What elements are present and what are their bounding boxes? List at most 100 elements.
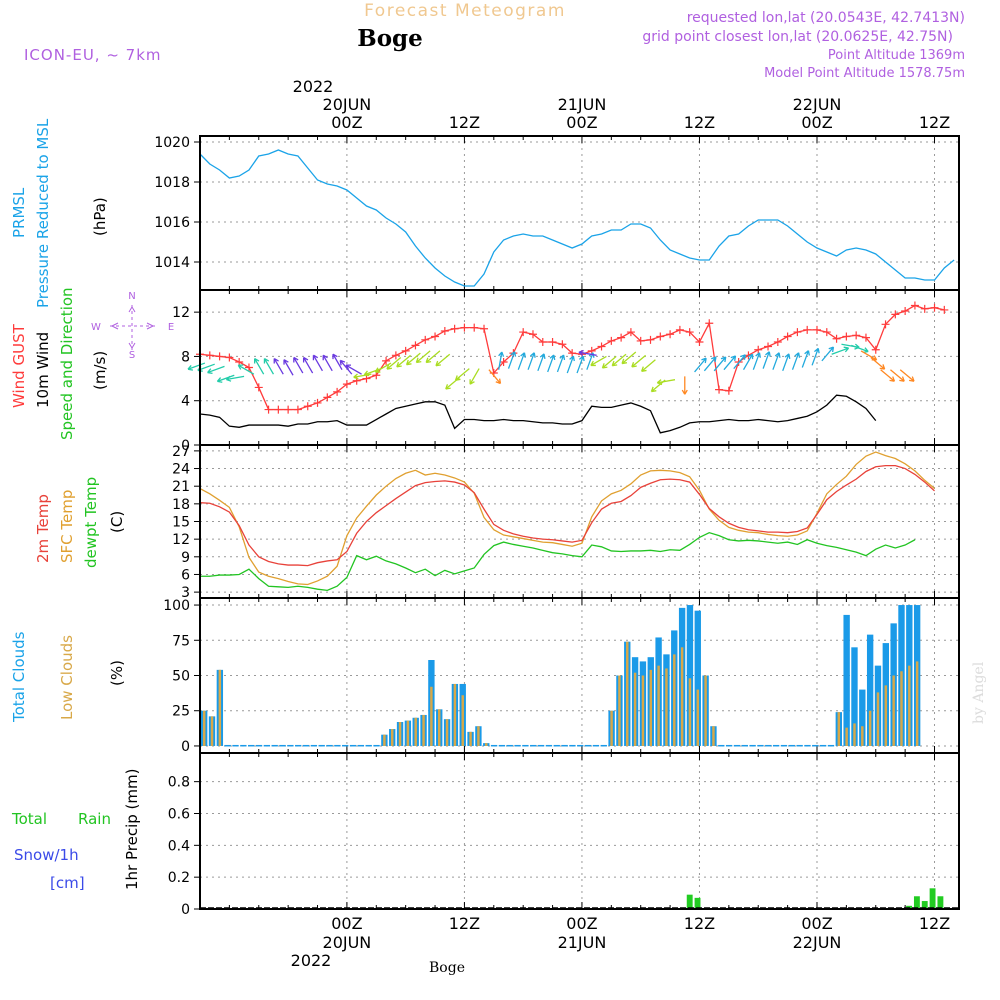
total-clouds-bar	[866, 634, 874, 746]
wind-direction-arrow	[556, 354, 566, 373]
wind-direction-arrow	[703, 356, 717, 372]
wind-direction-arrow	[273, 357, 284, 375]
wind-direction-arrow	[302, 356, 314, 374]
panels-group: 1014101610181020048123691215182124270255…	[154, 135, 960, 918]
compass-n: N	[128, 291, 135, 302]
low-clouds-bar	[618, 675, 621, 746]
wind-direction-arrow	[254, 357, 265, 375]
gust-marker	[715, 385, 724, 394]
gust-marker	[401, 346, 410, 355]
total-clouds-bar	[686, 605, 694, 746]
total-clouds-bar	[514, 744, 521, 747]
low-clouds-bar	[900, 671, 903, 746]
wind-direction-arrow	[293, 356, 304, 374]
gust-marker	[685, 328, 694, 337]
gust-marker	[558, 340, 567, 349]
y-tick-label: 3	[181, 585, 190, 601]
y-tick-label: 18	[172, 497, 190, 513]
gust-marker	[225, 353, 234, 362]
wind-direction-arrow	[332, 353, 343, 371]
gust-marker	[636, 336, 645, 345]
model-altitude: Model Point Altitude 1578.75m	[764, 66, 965, 81]
low-clouds-bar	[633, 672, 637, 746]
snow-label: Snow/1h	[14, 846, 79, 864]
y-tick-label: 21	[172, 479, 190, 495]
total-clouds-label: Total Clouds	[10, 631, 28, 723]
gust-marker	[470, 323, 479, 332]
low-clouds-bar	[414, 717, 417, 746]
total-clouds-bar	[725, 744, 733, 747]
gust-marker	[764, 342, 773, 351]
top-date-label: 21JUN	[558, 95, 607, 114]
gust-marker	[568, 349, 577, 358]
wind-direction-arrow	[454, 368, 470, 381]
wind-direction-arrow	[742, 353, 754, 371]
total-clouds-bar	[553, 744, 560, 747]
wind-direction-arrow	[831, 346, 850, 355]
total-clouds-bar	[843, 614, 850, 746]
gust-marker	[538, 338, 547, 347]
low-clouds-bar	[422, 714, 425, 746]
wind-direction-arrow	[415, 350, 431, 364]
wind-direction-arrow	[713, 356, 727, 372]
total-clouds-bar	[498, 744, 506, 747]
wind-direction-arrow	[263, 357, 275, 375]
wind-direction-arrow	[396, 354, 411, 368]
wind-compass: N S W E	[91, 291, 174, 361]
low-clouds-bar	[868, 710, 872, 746]
total-clouds-bar	[741, 744, 748, 747]
bottom-year: 2022	[291, 951, 332, 970]
gust-marker	[842, 332, 851, 341]
dewpt-label: dewpt Temp	[82, 477, 100, 568]
gust-marker	[803, 325, 812, 334]
wind-direction-arrow	[507, 351, 517, 369]
total-clouds-bar	[530, 744, 537, 747]
wind-direction-arrow	[527, 352, 536, 370]
gust-marker	[832, 334, 841, 343]
low-clouds-bar	[649, 669, 652, 746]
precip-bar	[694, 897, 701, 909]
total-clouds-bar	[718, 744, 725, 747]
wind-direction-arrow	[733, 354, 746, 370]
gust-marker	[812, 325, 821, 334]
temp-series-line	[199, 464, 935, 567]
total-clouds-bar	[694, 610, 701, 746]
wind-direction-arrow	[345, 364, 362, 375]
low-clouds-bar	[641, 675, 645, 746]
gust-marker	[930, 303, 939, 312]
wind-direction-arrow	[694, 357, 707, 373]
wind-direction-arrow	[283, 359, 294, 376]
gust-marker	[695, 338, 704, 347]
wind-direction-arrow	[631, 354, 647, 368]
low-clouds-bar	[908, 665, 911, 746]
y-tick-label: 75	[172, 633, 190, 649]
total-clouds-bar	[224, 744, 231, 747]
wind-direction-arrow	[641, 359, 656, 372]
y-tick-label: 0	[181, 438, 190, 454]
wind-direction-arrow	[601, 355, 617, 369]
top-hour-label: 12Z	[919, 113, 950, 132]
top-hour-label: 12Z	[684, 113, 715, 132]
top-time-labels: 00Z 12Z 00Z 12Z 00Z 12Z 20JUN 21JUN 22JUN	[323, 95, 951, 132]
wind-direction-arrow	[860, 350, 878, 361]
compass-w: W	[91, 322, 101, 333]
y-tick-label: 0.4	[168, 838, 190, 854]
total-clouds-bar	[584, 744, 592, 747]
gust-marker	[244, 363, 253, 372]
y-tick-label: 6	[181, 567, 190, 583]
gust-marker	[303, 402, 312, 411]
y-tick-label: 27	[172, 444, 190, 460]
wind-direction-arrow	[425, 350, 441, 364]
gust-marker	[881, 320, 890, 329]
chart-title: Forecast Meteogram	[364, 1, 566, 21]
gust-marker	[519, 328, 528, 337]
wind-labels: Wind GUST 10m Wind Speed and Direction (…	[10, 287, 109, 440]
y-tick-label: 25	[172, 704, 190, 720]
gust-marker	[891, 310, 900, 319]
total-clouds-bar	[318, 744, 325, 747]
low-clouds-bar	[485, 743, 488, 746]
wind-direction-arrow	[851, 344, 869, 354]
total-clouds-bar	[772, 744, 780, 747]
bottom-hour-label: 00Z	[566, 914, 597, 933]
precip-axis-label: 1hr Precip (mm)	[123, 769, 141, 890]
